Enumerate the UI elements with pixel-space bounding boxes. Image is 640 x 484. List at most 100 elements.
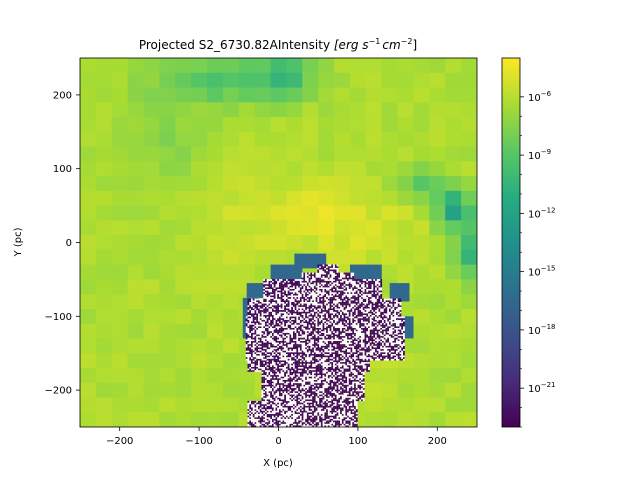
- cavity-pixel: [320, 363, 323, 366]
- cavity-pixel: [247, 402, 250, 405]
- cavity-pixel: [308, 324, 311, 327]
- heatmap-cell: [397, 176, 415, 192]
- cavity-pixel: [293, 407, 295, 410]
- heatmap-cell: [302, 146, 319, 162]
- cavity-pixel: [320, 303, 323, 306]
- heatmap-cell: [238, 87, 256, 103]
- cavity-pixel: [270, 340, 272, 343]
- cavity-pixel: [312, 409, 314, 411]
- cavity-pixel: [249, 425, 252, 427]
- cavity-pixel: [272, 293, 274, 296]
- cavity-pixel: [266, 363, 269, 366]
- cavity-pixel: [305, 287, 307, 289]
- cavity-pixel: [294, 394, 297, 397]
- cavity-pixel: [315, 366, 318, 369]
- cavity-pixel: [298, 340, 300, 343]
- cavity-pixel: [254, 308, 257, 311]
- cavity-pixel: [249, 350, 252, 353]
- heatmap-cell: [159, 308, 176, 325]
- cavity-pixel: [296, 280, 299, 283]
- cavity-pixel: [265, 358, 267, 361]
- heatmap-cell: [159, 382, 176, 399]
- cavity-pixel: [296, 405, 299, 408]
- cavity-pixel: [329, 318, 332, 320]
- heatmap-cell: [286, 117, 303, 133]
- heatmap-cell: [461, 72, 477, 89]
- cavity-pixel: [286, 313, 288, 315]
- cavity-pixel: [317, 335, 320, 338]
- cavity-pixel: [247, 332, 250, 335]
- heatmap-cell: [191, 131, 208, 148]
- heatmap-cell: [397, 367, 415, 384]
- cavity-pixel: [261, 407, 264, 410]
- cavity-pixel: [289, 311, 292, 314]
- cavity-pixel: [254, 360, 257, 363]
- cavity-pixel: [310, 316, 313, 319]
- cavity-pixel: [252, 348, 255, 351]
- cavity-pixel: [258, 305, 260, 307]
- cavity-pixel: [258, 318, 260, 320]
- cavity-pixel: [280, 284, 283, 286]
- cavity-pixel: [312, 345, 314, 348]
- cavity-pixel: [268, 295, 271, 298]
- cavity-pixel: [273, 287, 276, 289]
- cavity-pixel: [317, 347, 320, 350]
- cavity-pixel: [291, 405, 293, 408]
- cavity-pixel: [296, 327, 299, 330]
- cavity-pixel: [247, 335, 250, 338]
- cavity-pixel: [258, 402, 260, 405]
- cavity-pixel: [326, 293, 328, 296]
- cavity-pixel: [287, 292, 290, 294]
- cavity-pixel: [294, 287, 297, 289]
- heatmap-cell: [429, 161, 446, 177]
- cavity-pixel: [266, 420, 269, 423]
- cavity-pixel: [270, 327, 272, 330]
- heatmap-cell: [413, 205, 430, 221]
- cavity-pixel: [308, 366, 311, 369]
- heatmap-cell: [238, 117, 256, 133]
- cavity-pixel: [320, 397, 323, 400]
- cavity-pixel: [282, 373, 285, 376]
- cavity-pixel: [296, 340, 299, 343]
- cavity-pixel: [249, 311, 252, 314]
- cavity-pixel: [279, 298, 281, 301]
- heatmap-cell: [381, 397, 399, 413]
- cavity-pixel: [249, 417, 252, 419]
- cavity-pixel: [327, 310, 330, 312]
- cavity-pixel: [279, 334, 281, 337]
- cavity-pixel: [286, 360, 288, 363]
- cavity-pixel: [287, 352, 290, 354]
- cavity-pixel: [254, 305, 257, 307]
- cavity-pixel: [320, 352, 323, 354]
- cavity-pixel: [298, 378, 300, 380]
- cavity-pixel: [282, 402, 285, 405]
- cavity-pixel: [310, 272, 313, 275]
- cavity-pixel: [289, 353, 292, 356]
- cavity-pixel: [310, 287, 313, 289]
- cavity-pixel: [327, 374, 330, 377]
- cavity-pixel: [291, 397, 293, 400]
- cavity-pixel: [294, 316, 297, 319]
- cavity-pixel: [286, 300, 288, 302]
- cavity-pixel: [327, 352, 330, 354]
- cavity-pixel: [331, 339, 334, 341]
- heatmap-cell: [95, 58, 113, 74]
- heatmap-cell: [397, 117, 415, 133]
- cavity-pixel: [273, 318, 276, 320]
- cavity-pixel: [289, 350, 292, 353]
- heatmap-cell: [207, 264, 224, 280]
- cavity-pixel: [263, 381, 266, 384]
- cavity-pixel: [273, 288, 276, 291]
- cavity-pixel: [287, 422, 290, 424]
- cavity-pixel: [280, 339, 283, 341]
- cavity-pixel: [258, 335, 260, 338]
- cavity-pixel: [259, 335, 262, 338]
- heatmap-cell: [159, 235, 176, 251]
- cavity-pixel: [324, 378, 327, 380]
- cavity-pixel: [247, 305, 250, 307]
- heatmap-cell: [365, 412, 383, 427]
- cavity-pixel: [322, 306, 325, 309]
- cavity-pixel: [305, 383, 307, 385]
- heatmap-cell: [349, 249, 367, 266]
- heatmap-cell: [238, 235, 256, 251]
